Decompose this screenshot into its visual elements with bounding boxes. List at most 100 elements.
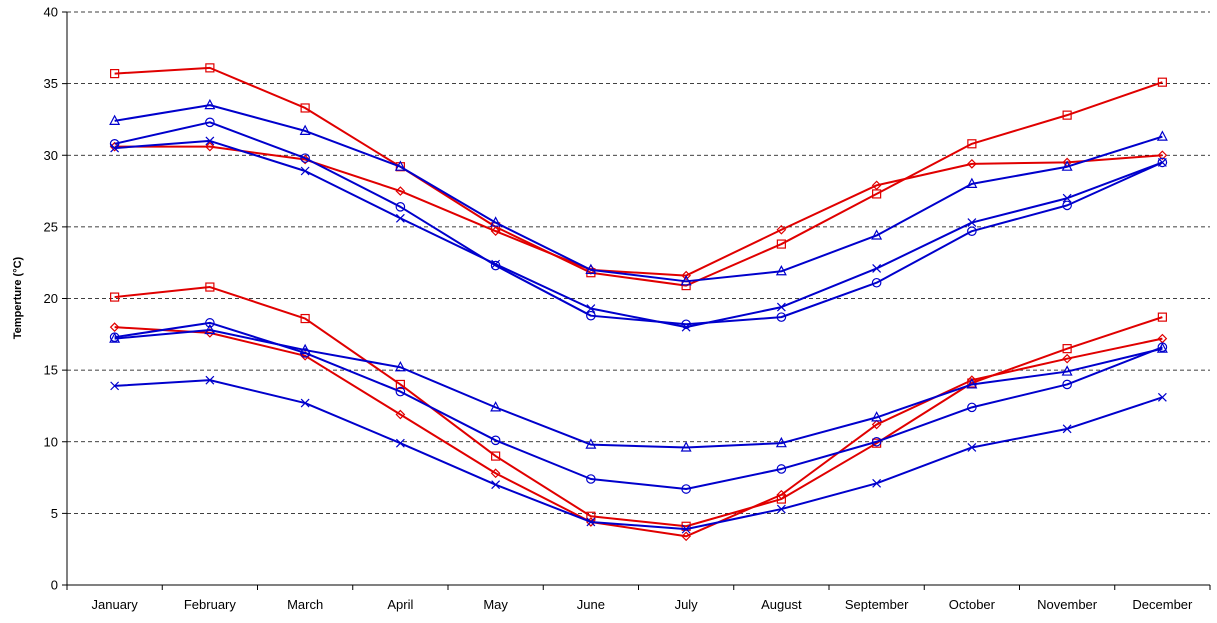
y-tick-label: 15 — [44, 363, 58, 378]
square-marker — [1062, 110, 1072, 120]
y-tick-label: 40 — [44, 5, 58, 20]
square-marker — [776, 239, 786, 249]
x-marker — [205, 375, 215, 385]
triangle-marker — [1061, 365, 1073, 376]
square-marker — [967, 139, 977, 149]
series-layer — [109, 63, 1168, 542]
diamond-marker — [681, 531, 691, 542]
square-marker — [300, 103, 310, 113]
x-tick-label: April — [387, 597, 413, 612]
triangle-marker — [490, 216, 502, 227]
x-marker — [110, 143, 120, 153]
square-marker — [205, 63, 215, 73]
circle-marker — [776, 312, 787, 322]
triangle-marker — [490, 401, 502, 412]
circle-marker — [1062, 200, 1072, 211]
x-tick-label: May — [483, 597, 508, 612]
square-marker — [110, 292, 120, 302]
x-marker — [967, 443, 977, 452]
x-tick-label: January — [92, 597, 139, 612]
y-tick-label: 5 — [51, 506, 58, 521]
axes — [62, 11, 1211, 590]
circle-marker — [395, 202, 406, 212]
series-line — [114, 139, 1163, 329]
y-tick-label: 0 — [51, 578, 58, 593]
x-tick-label: December — [1132, 597, 1193, 612]
circle-marker — [586, 474, 596, 484]
diamond-marker — [109, 322, 120, 332]
diamond-marker — [871, 180, 882, 191]
x-tick-label: August — [761, 597, 802, 612]
x-marker — [776, 504, 786, 514]
y-tick-label: 35 — [44, 76, 58, 91]
diamond-marker — [395, 186, 406, 196]
circle-marker — [1062, 379, 1072, 390]
diamond-marker — [490, 468, 501, 479]
series-1 — [110, 63, 1167, 291]
circle-marker — [1157, 342, 1168, 353]
circle-marker — [205, 318, 215, 328]
series-line — [114, 145, 1163, 277]
series-line — [114, 379, 1163, 531]
x-marker — [300, 398, 310, 408]
square-marker — [1157, 312, 1167, 322]
triangle-marker — [680, 441, 692, 452]
circle-marker — [395, 386, 406, 397]
square-marker — [110, 68, 120, 79]
series-2 — [109, 141, 1168, 281]
triangle-marker — [585, 263, 597, 274]
y-tick-label: 20 — [44, 291, 58, 306]
circle-marker — [967, 402, 977, 413]
series-line — [114, 66, 1163, 287]
circle-marker — [109, 332, 120, 342]
diamond-marker — [681, 270, 691, 281]
y-axis-title: Temperture (°C) — [12, 256, 24, 339]
circle-marker — [586, 310, 596, 321]
x-marker — [586, 517, 596, 527]
diamond-marker — [967, 158, 977, 169]
y-tick-label: 10 — [44, 434, 58, 449]
triangle-marker — [966, 378, 978, 389]
triangle-marker — [394, 160, 406, 171]
series-line — [114, 104, 1163, 283]
triangle-marker — [299, 124, 311, 135]
square-marker — [1062, 344, 1072, 354]
circle-marker — [967, 226, 977, 236]
circle-marker — [205, 117, 215, 128]
circle-marker — [871, 436, 882, 447]
x-marker — [1157, 392, 1167, 402]
triangle-marker — [871, 229, 883, 240]
square-marker — [205, 282, 215, 292]
x-marker — [1062, 424, 1072, 434]
x-marker — [205, 136, 215, 146]
x-tick-label: June — [577, 597, 605, 612]
triangle-marker — [966, 177, 978, 188]
diamond-marker — [776, 489, 787, 500]
x-tick-label: February — [184, 597, 237, 612]
diamond-marker — [1062, 353, 1072, 364]
circle-marker — [681, 484, 691, 494]
x-tick-label: March — [287, 597, 323, 612]
x-marker — [395, 213, 405, 223]
square-marker — [681, 521, 691, 531]
triangle-marker — [775, 436, 787, 448]
triangle-marker — [775, 265, 787, 276]
series-line — [114, 329, 1163, 449]
series-line — [114, 321, 1163, 491]
triangle-marker — [680, 275, 692, 286]
x-marker — [967, 218, 977, 228]
diamond-marker — [1157, 150, 1168, 161]
series-10 — [110, 375, 1167, 534]
x-tick-label: July — [675, 597, 699, 612]
circle-marker — [871, 277, 882, 288]
x-marker — [491, 259, 501, 269]
x-marker — [681, 524, 691, 534]
x-tick-label: October — [949, 597, 996, 612]
diamond-marker — [490, 226, 501, 237]
series-line — [114, 121, 1163, 326]
diamond-marker — [395, 409, 406, 420]
triangle-marker — [1061, 160, 1073, 171]
x-marker — [395, 438, 405, 448]
series-line — [114, 286, 1163, 528]
